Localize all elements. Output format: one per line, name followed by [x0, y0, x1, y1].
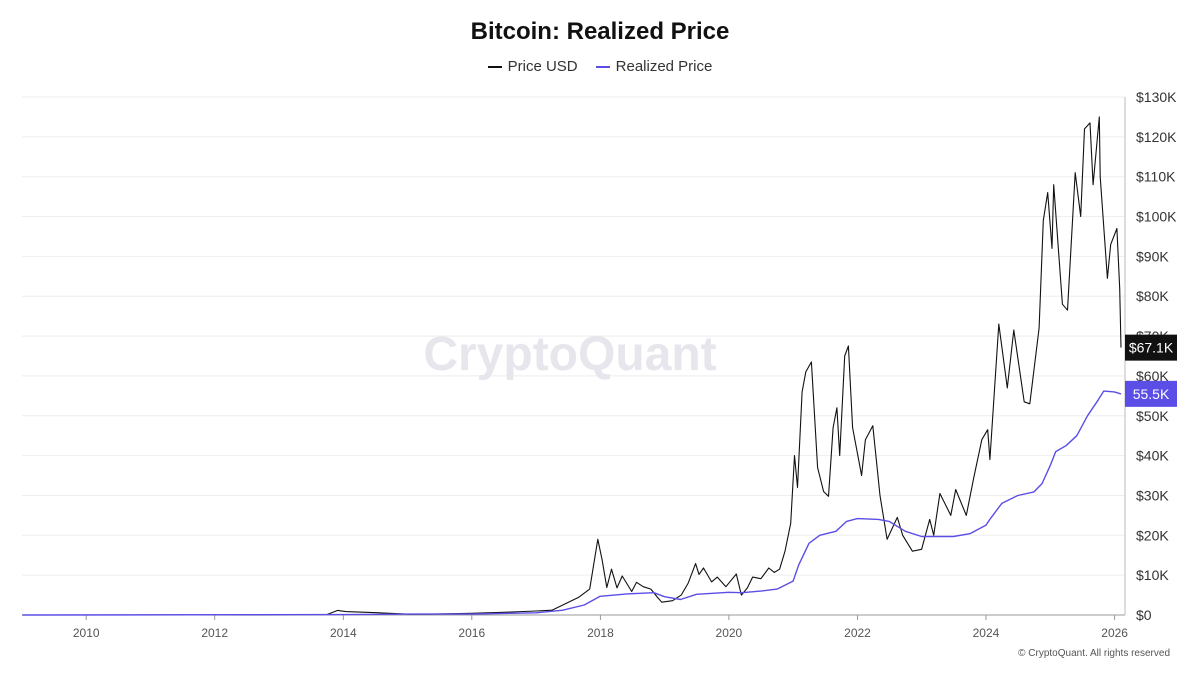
y-tick-label: $0: [1136, 607, 1152, 623]
y-tick-label: $10K: [1136, 567, 1169, 583]
legend-swatch-realized-price: [595, 65, 610, 68]
legend-label-price-usd: Price USD: [507, 58, 578, 75]
y-tick-label: $90K: [1136, 248, 1169, 264]
last-value-label: 55.5K: [1133, 386, 1170, 402]
watermark-text: CryptoQuant: [423, 328, 716, 381]
series-line-price-usd: [22, 116, 1122, 616]
chart-title: Bitcoin: Realized Price: [470, 18, 730, 45]
x-tick-label: 2026: [1101, 626, 1128, 640]
x-tick-label: 2020: [716, 626, 743, 640]
y-tick-label: $80K: [1136, 288, 1169, 304]
x-tick-label: 2022: [844, 626, 871, 640]
legend-label-realized-price: Realized Price: [615, 58, 713, 75]
legend-item-price-usd[interactable]: Price USD: [487, 58, 578, 75]
y-tick-label: $110K: [1136, 169, 1176, 185]
y-tick-label: $20K: [1136, 527, 1169, 543]
last-value-badge-bg-1: [1125, 380, 1177, 407]
x-tick-label: 2014: [330, 626, 357, 640]
last-value-label: $67.1K: [1129, 340, 1174, 356]
chart-legend: Price USD Realized Price: [0, 58, 1200, 75]
series-line-realized-price: [22, 390, 1122, 616]
y-tick-label: $60K: [1136, 368, 1169, 384]
y-tick-label: $30K: [1136, 487, 1169, 503]
y-tick-label: $100K: [1136, 209, 1177, 225]
y-tick-label: $50K: [1136, 408, 1169, 424]
x-tick-label: 2018: [587, 626, 614, 640]
x-tick-label: 2012: [201, 626, 228, 640]
y-tick-label: $120K: [1136, 129, 1177, 145]
last-value-badge-bg-0: [1125, 334, 1177, 361]
y-tick-label: $130K: [1136, 89, 1177, 105]
x-tick-label: 2016: [458, 626, 485, 640]
y-tick-label: $40K: [1136, 448, 1169, 464]
x-tick-label: 2024: [973, 626, 1000, 640]
legend-swatch-price-usd: [487, 65, 502, 68]
copyright-footer: © CryptoQuant. All rights reserved: [1018, 648, 1170, 659]
x-tick-label: 2010: [73, 626, 100, 640]
legend-item-realized-price[interactable]: Realized Price: [595, 58, 713, 75]
